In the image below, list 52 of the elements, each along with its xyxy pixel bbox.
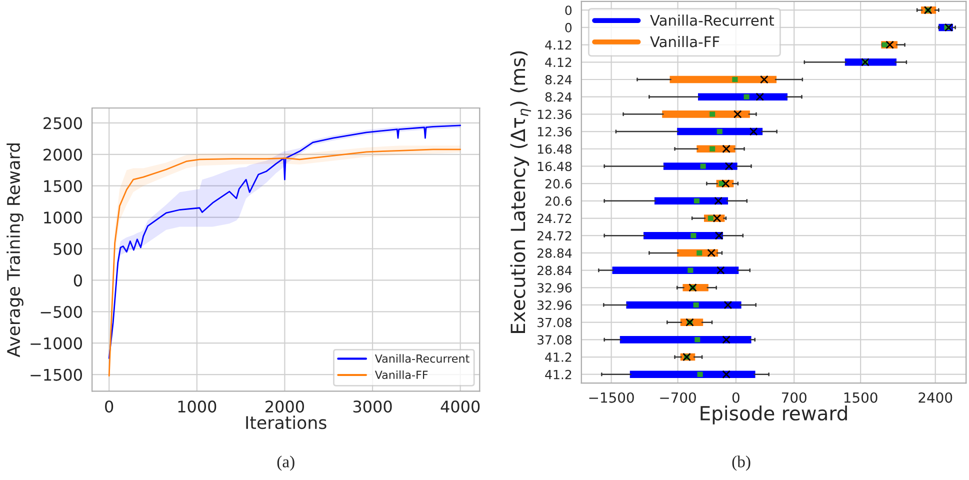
x-tick-label: −1500 xyxy=(589,392,634,403)
y-tick-label: 2000 xyxy=(44,148,82,161)
y-tick-label: 24.72 xyxy=(538,231,572,240)
y-tick-label: 4.12 xyxy=(545,40,572,50)
y-tick-label: 32.96 xyxy=(538,300,572,310)
y-tick-label: 12.36 xyxy=(538,127,572,136)
x-axis-title: Iterations xyxy=(246,416,326,430)
y-tick-label: −1000 xyxy=(30,337,82,350)
x-tick-label: 1000 xyxy=(178,400,216,413)
y-tick-label: 41.2 xyxy=(545,370,572,380)
y-tick-label: 37.08 xyxy=(538,335,572,345)
legend-label: Vanilla-Recurrent xyxy=(650,14,774,26)
y-tick-label: 16.48 xyxy=(538,162,572,172)
x-tick-label: 4000 xyxy=(440,400,480,413)
y-tick-label: 24.72 xyxy=(538,214,572,224)
y-tick-label: 0 xyxy=(74,274,82,286)
y-tick-label: 0 xyxy=(565,22,572,32)
y-axis-title: Average Training Reward xyxy=(6,143,24,358)
y-tick-label: 32.96 xyxy=(538,283,572,293)
legend-label: Vanilla-FF xyxy=(374,370,428,380)
y-tick-label: 8.24 xyxy=(545,92,572,102)
x-tick-label: −700 xyxy=(660,392,696,403)
y-tick-label: 0 xyxy=(565,6,572,16)
text: (b) xyxy=(732,456,750,471)
x-tick-label: 2000 xyxy=(266,400,304,413)
y-tick-label: 41.2 xyxy=(545,352,572,362)
x-tick-label: 0 xyxy=(105,400,114,413)
x-tick-label: 700 xyxy=(782,392,806,403)
y-tick-label: 37.08 xyxy=(538,318,572,328)
x-tick-label: 0 xyxy=(732,392,740,403)
y-tick-label: 16.48 xyxy=(538,144,572,154)
y-tick-label: 28.84 xyxy=(538,266,572,276)
legend-label: Vanilla-Recurrent xyxy=(374,354,470,363)
legend-label: Vanilla-FF xyxy=(650,36,720,48)
x-tick-label: 1500 xyxy=(844,392,878,403)
y-tick-label: 8.24 xyxy=(545,74,572,84)
x-tick-label: 3000 xyxy=(353,400,392,413)
y-tick-label: −1500 xyxy=(30,368,82,381)
y-tick-label: 28.84 xyxy=(538,248,572,258)
y-tick-label: 20.6 xyxy=(545,196,572,206)
y-tick-label: 12.36 xyxy=(538,110,572,120)
y-tick-label: 2500 xyxy=(44,117,82,130)
y-tick-label: 20.6 xyxy=(545,179,572,188)
y-tick-label: 4.12 xyxy=(545,58,572,67)
y-tick-label: 500 xyxy=(54,242,82,256)
y-tick-label: 1500 xyxy=(44,180,82,192)
text: (a) xyxy=(277,456,294,471)
x-tick-label: 2400 xyxy=(918,392,952,403)
y-tick-label: −500 xyxy=(40,306,82,318)
y-tick-label: 1000 xyxy=(44,212,82,224)
y-axis-title: Execution Latency (Δτ$_{η}$) (ms) xyxy=(510,51,532,333)
x-axis-title: Episode reward xyxy=(700,406,847,424)
